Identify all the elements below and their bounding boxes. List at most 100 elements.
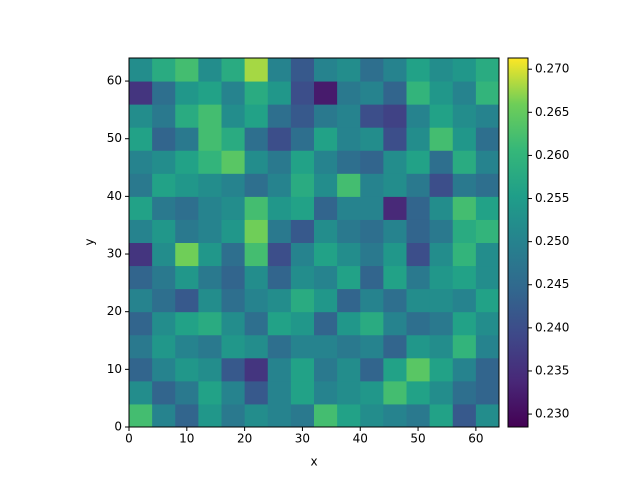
heat-cell: [314, 104, 338, 128]
heat-cell: [360, 127, 384, 151]
heat-cell: [175, 196, 199, 220]
heat-cell: [406, 104, 431, 128]
heat-cell: [129, 357, 153, 382]
heat-cell: [383, 104, 407, 128]
heat-cell: [383, 127, 407, 151]
heat-cell: [383, 265, 407, 290]
heat-cell: [267, 127, 292, 151]
heat-cell: [244, 196, 269, 220]
x-tick-label: 50: [410, 432, 425, 446]
heat-cell: [129, 150, 153, 174]
x-tick-label: 30: [295, 432, 310, 446]
heat-cell: [314, 403, 338, 428]
heat-cell: [244, 334, 269, 359]
heat-cell: [267, 81, 292, 105]
heat-cell: [267, 173, 292, 197]
heat-cell: [429, 104, 454, 128]
heat-cell: [475, 242, 500, 267]
heat-cell: [221, 403, 246, 428]
heat-cell: [406, 150, 431, 174]
heat-cell: [244, 380, 269, 405]
heat-cell: [152, 357, 176, 382]
heat-cell: [475, 173, 500, 197]
heat-cell: [406, 403, 431, 428]
heat-cell: [452, 219, 477, 243]
heat-cell: [337, 81, 361, 105]
heat-cell: [175, 104, 199, 128]
heat-cell: [429, 357, 454, 382]
heat-cell: [383, 81, 407, 105]
heat-cell: [406, 196, 431, 220]
heat-cell: [198, 357, 222, 382]
heat-cell: [129, 196, 153, 220]
heat-cell: [221, 219, 246, 243]
colorbar-tick-label: 0.255: [535, 191, 569, 205]
heat-cell: [383, 380, 407, 405]
heat-cell: [152, 58, 176, 82]
y-axis-label: y: [83, 238, 97, 245]
heat-cell: [337, 219, 361, 243]
heat-cell: [406, 219, 431, 243]
heat-cell: [198, 242, 222, 267]
heat-cell: [337, 403, 361, 428]
heat-cell: [290, 403, 315, 428]
heat-cell: [244, 81, 269, 105]
heat-cell: [314, 311, 338, 336]
heat-cell: [290, 196, 315, 220]
heat-cell: [337, 242, 361, 267]
heat-cell: [337, 311, 361, 336]
heat-cell: [337, 104, 361, 128]
heat-cell: [337, 265, 361, 290]
colorbar: [507, 57, 529, 428]
colorbar-tick-label: 0.265: [535, 105, 569, 119]
heat-cell: [452, 58, 477, 82]
heat-cell: [429, 403, 454, 428]
heat-cell: [221, 81, 246, 105]
heat-cell: [429, 127, 454, 151]
heat-cell: [198, 81, 222, 105]
heat-cell: [175, 127, 199, 151]
heat-cell: [475, 357, 500, 382]
heat-cell: [152, 334, 176, 359]
heat-cell: [244, 311, 269, 336]
x-tick-label: 10: [179, 432, 194, 446]
heat-cell: [198, 173, 222, 197]
heat-cell: [175, 219, 199, 243]
plot-frame: [128, 57, 500, 428]
heat-cell: [290, 265, 315, 290]
heat-cell: [429, 265, 454, 290]
heat-cell: [129, 104, 153, 128]
heat-cell: [290, 311, 315, 336]
heat-cell: [429, 288, 454, 313]
heat-cell: [175, 242, 199, 267]
heat-cell: [267, 380, 292, 405]
heat-cell: [290, 81, 315, 105]
heat-cell: [314, 357, 338, 382]
x-tick-label: 0: [125, 432, 133, 446]
heat-cell: [452, 127, 477, 151]
y-tick-label: 20: [107, 304, 122, 318]
heat-cell: [267, 219, 292, 243]
heat-cell: [452, 311, 477, 336]
heat-cell: [475, 288, 500, 313]
heat-cell: [406, 173, 431, 197]
heat-cell: [406, 58, 431, 82]
heat-cell: [429, 219, 454, 243]
heat-cell: [244, 173, 269, 197]
heat-cell: [152, 127, 176, 151]
heat-cell: [337, 173, 361, 197]
heat-cell: [406, 380, 431, 405]
heat-cell: [175, 403, 199, 428]
heat-cell: [175, 311, 199, 336]
heat-cell: [360, 288, 384, 313]
heat-cell: [452, 173, 477, 197]
heat-cell: [383, 403, 407, 428]
heat-cell: [452, 104, 477, 128]
heat-cell: [175, 380, 199, 405]
heat-cell: [452, 265, 477, 290]
y-tick-label: 50: [107, 131, 122, 145]
heat-cell: [244, 127, 269, 151]
heat-cell: [152, 403, 176, 428]
heat-cell: [221, 242, 246, 267]
heat-cell: [267, 104, 292, 128]
